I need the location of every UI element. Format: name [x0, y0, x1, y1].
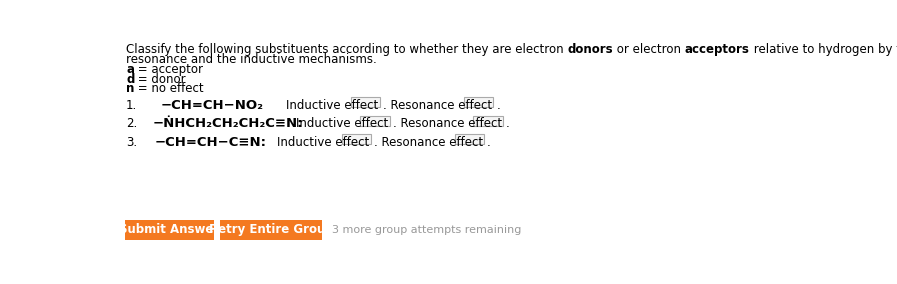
Text: .: . — [497, 99, 501, 112]
Text: Submit Answer: Submit Answer — [119, 223, 220, 236]
Text: d: d — [126, 73, 135, 85]
Text: . Resonance effect: . Resonance effect — [393, 117, 501, 130]
FancyBboxPatch shape — [342, 134, 371, 144]
Text: Classify the following substituents according to whether they are electron: Classify the following substituents acco… — [126, 43, 568, 56]
Text: = acceptor: = acceptor — [134, 63, 203, 76]
FancyBboxPatch shape — [474, 116, 502, 126]
Text: donors: donors — [568, 43, 613, 56]
Text: Retry Entire Group: Retry Entire Group — [209, 223, 334, 236]
Text: or electron: or electron — [613, 43, 684, 56]
Text: Inductive effect: Inductive effect — [286, 99, 379, 112]
Text: −ṄHCH₂CH₂CH₂C≡N:: −ṄHCH₂CH₂CH₂C≡N: — [152, 117, 303, 130]
FancyBboxPatch shape — [126, 220, 213, 240]
FancyBboxPatch shape — [360, 116, 389, 126]
Text: 3 more group attempts remaining: 3 more group attempts remaining — [332, 225, 521, 235]
Text: −CH=CH−C≡N:: −CH=CH−C≡N: — [155, 136, 266, 149]
FancyBboxPatch shape — [220, 220, 322, 240]
FancyBboxPatch shape — [351, 97, 380, 107]
Text: 1.: 1. — [126, 99, 137, 112]
Text: .: . — [506, 117, 509, 130]
Text: acceptors: acceptors — [684, 43, 750, 56]
Text: .: . — [487, 136, 491, 149]
Text: . Resonance effect: . Resonance effect — [374, 136, 483, 149]
FancyBboxPatch shape — [455, 134, 484, 144]
Text: = no effect: = no effect — [135, 82, 205, 95]
Text: −CH=CH−NO₂: −CH=CH−NO₂ — [161, 99, 263, 112]
Text: . Resonance effect: . Resonance effect — [383, 99, 492, 112]
Text: n: n — [126, 82, 135, 95]
Text: 3.: 3. — [126, 136, 137, 149]
Text: resonance and the inductive mechanisms.: resonance and the inductive mechanisms. — [126, 53, 377, 66]
Text: Inductive effect: Inductive effect — [277, 136, 370, 149]
FancyBboxPatch shape — [464, 97, 493, 107]
Text: relative to hydrogen by the: relative to hydrogen by the — [750, 43, 897, 56]
Text: = donor: = donor — [135, 73, 186, 85]
Text: a: a — [126, 63, 134, 76]
Text: Inductive effect: Inductive effect — [296, 117, 388, 130]
Text: 2.: 2. — [126, 117, 137, 130]
